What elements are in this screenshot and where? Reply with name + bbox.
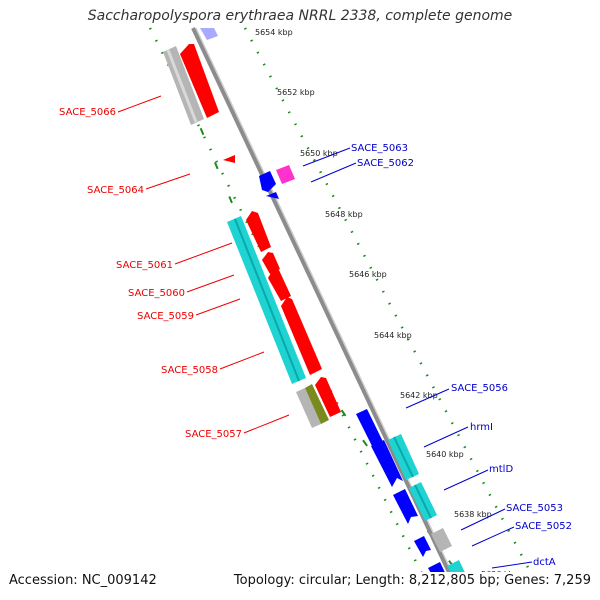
gene-sace-5058-cyan-shade (234, 218, 300, 382)
gene-mtld-blue[interactable] (393, 489, 418, 524)
tick-5640: 5640 kbp (426, 450, 464, 459)
gene-sace-5057-red[interactable] (315, 377, 341, 417)
label-sace-5062[interactable]: SACE_5062 (357, 158, 414, 169)
tick-5644: 5644 kbp (374, 331, 412, 340)
gene-sace-5053[interactable] (414, 536, 431, 557)
forward-label-connectors (302, 147, 533, 569)
forward-gene-labels: SACE_5063 SACE_5062 SACE_5056 hrmI mtlD … (351, 143, 572, 568)
gene-sace-5062[interactable] (276, 165, 295, 184)
genome-backbone (191, 27, 452, 572)
gene-dcta-cyan[interactable] (447, 560, 478, 600)
gene-sace-5058-red[interactable] (281, 297, 322, 375)
gene-sace-5057-olive[interactable] (305, 384, 329, 424)
label-hrmi[interactable]: hrmI (470, 422, 493, 433)
label-sace-5056[interactable]: SACE_5056 (451, 383, 508, 394)
gene-sace-5057-grey[interactable] (296, 388, 321, 428)
tick-5636: 5636 kbp (481, 570, 519, 579)
forward-strand-features (200, 28, 478, 600)
tick-5650: 5650 kbp (300, 149, 338, 158)
label-sace-5060[interactable]: SACE_5060 (128, 288, 185, 299)
gene-sace-5066-red[interactable] (180, 44, 219, 118)
label-sace-5066[interactable]: SACE_5066 (59, 107, 116, 118)
gene-sace-5059[interactable] (268, 268, 291, 301)
gene-sace-5066-grey-shade (166, 49, 198, 123)
gene-mtld-cyan-shade (414, 484, 432, 519)
label-sace-5064[interactable]: SACE_5064 (87, 185, 144, 196)
label-sace-5053[interactable]: SACE_5053 (506, 503, 563, 514)
reverse-label-connectors (117, 95, 290, 434)
tick-5654: 5654 kbp (255, 28, 293, 37)
label-sace-5059[interactable]: SACE_5059 (137, 311, 194, 322)
genome-summary-text: Topology: circular; Length: 8,212,805 bp… (233, 573, 591, 588)
label-dcta[interactable]: dctA (533, 557, 556, 568)
tick-5652: 5652 kbp (277, 88, 315, 97)
label-sace-5057[interactable]: SACE_5057 (185, 429, 242, 440)
reverse-strand-features (163, 44, 341, 428)
gene-hrmi-blue[interactable] (371, 440, 403, 487)
label-sace-5061[interactable]: SACE_5061 (116, 260, 173, 271)
label-mtld[interactable]: mtlD (489, 464, 513, 475)
gene-small-arrow[interactable] (266, 192, 279, 199)
label-sace-5063[interactable]: SACE_5063 (351, 143, 408, 154)
gene-sace-5061[interactable] (246, 211, 271, 252)
gene-hrmi-cyan-shade (393, 436, 414, 478)
kbp-tick-labels: 5654 kbp 5652 kbp 5650 kbp 5648 kbp 5646… (255, 28, 519, 579)
gene-sace-5060[interactable] (262, 252, 280, 274)
gene-dcta-blue[interactable] (428, 562, 458, 600)
gene-sace-5063[interactable] (259, 171, 276, 192)
accession-text: Accession: NC_009142 (9, 573, 157, 588)
forward-feature-dashes (319, 379, 459, 572)
gene-sace-5056[interactable] (356, 409, 386, 450)
gene-sace-5064[interactable] (223, 155, 235, 163)
tick-5646: 5646 kbp (349, 270, 387, 279)
map-title: Saccharopolyspora erythraea NRRL 2338, c… (87, 8, 513, 24)
gene-sace-5052[interactable] (431, 528, 452, 552)
label-sace-5058[interactable]: SACE_5058 (161, 365, 218, 376)
tick-5648: 5648 kbp (325, 210, 363, 219)
tick-5638: 5638 kbp (454, 510, 492, 519)
tick-5642: 5642 kbp (400, 391, 438, 400)
label-sace-5052[interactable]: SACE_5052 (515, 521, 572, 532)
reverse-gene-labels: SACE_5066 SACE_5064 SACE_5061 SACE_5060 … (59, 107, 242, 440)
gene-partial-top[interactable] (200, 28, 218, 40)
